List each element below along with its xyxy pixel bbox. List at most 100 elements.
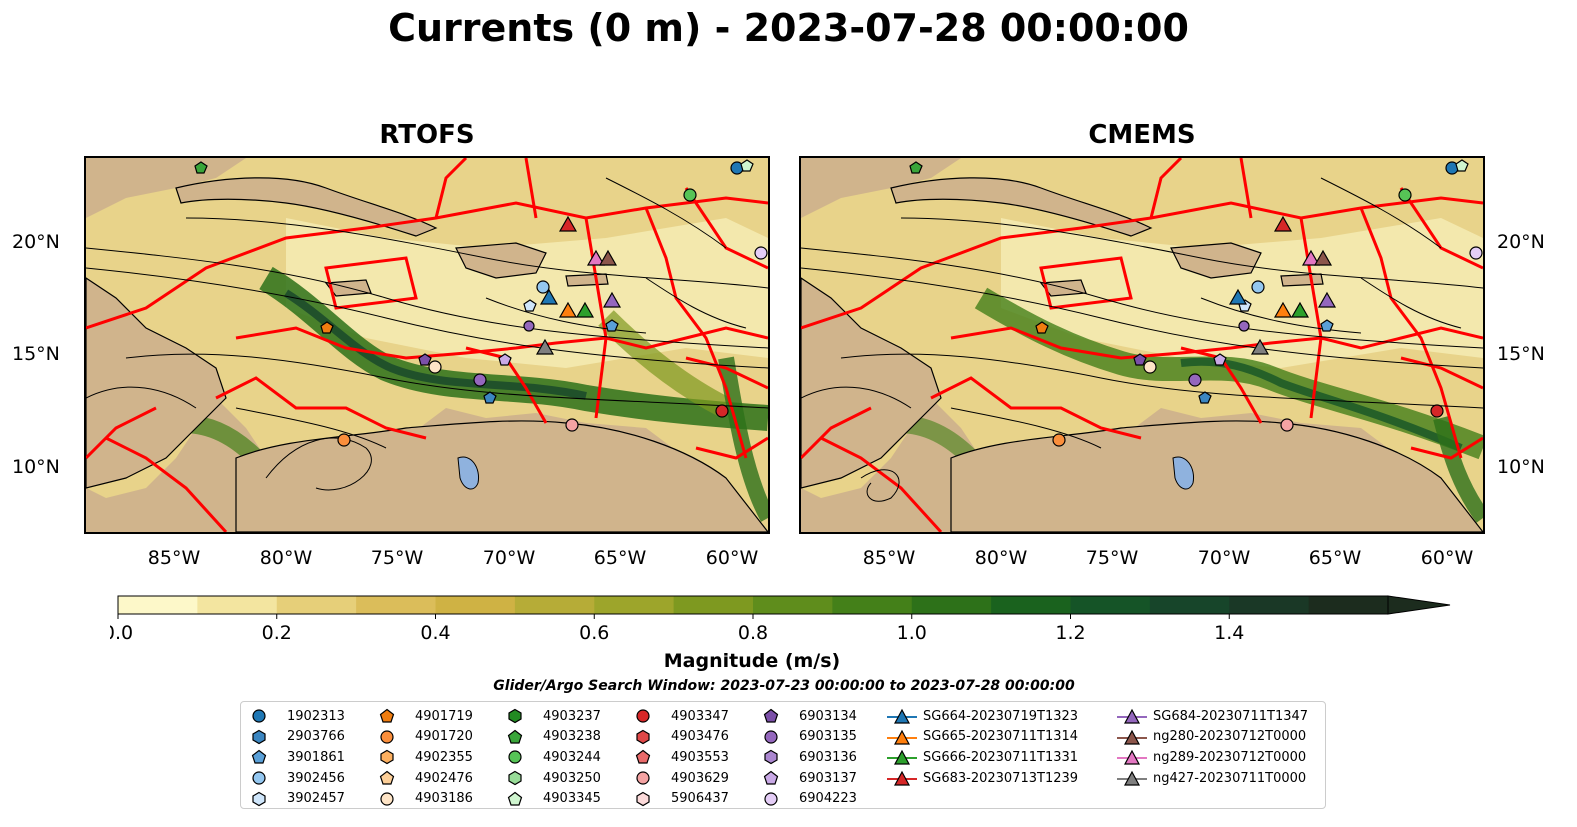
legend-item-label: 3902456	[287, 770, 345, 786]
legend-item-label: 4903347	[671, 708, 729, 724]
panel-title-rtofs: RTOFS	[379, 120, 475, 150]
triangle-marker-icon	[887, 750, 917, 766]
legend-item-label: 1902313	[287, 708, 345, 724]
legend-item: 4903476	[635, 727, 729, 748]
x-tick-label-left: 65°W	[593, 547, 647, 569]
hexagon-marker-icon	[764, 750, 778, 765]
legend-item-label: 6903135	[799, 729, 857, 745]
x-tick-label-right: 60°W	[1420, 547, 1474, 569]
legend-item-label: SG683-20230713T1239	[923, 770, 1079, 786]
x-tick-label-left: 75°W	[370, 547, 424, 569]
colorbar-segment	[197, 596, 278, 614]
legend-item: 3902457	[251, 788, 345, 809]
legend-item-label: 4903186	[415, 791, 473, 807]
colorbar-segment	[1229, 596, 1310, 614]
legend-item-label: SG665-20230711T1314	[923, 729, 1079, 745]
colorbar-tick-label: 1.2	[1055, 622, 1085, 640]
legend-item: SG665-20230711T1314	[887, 727, 1078, 748]
pentagon-marker-icon	[379, 709, 395, 723]
legend-item-label: 4903345	[543, 791, 601, 807]
colorbar-segment	[832, 596, 913, 614]
legend-item: 6903137	[763, 768, 857, 789]
colorbar-tick-label: 0.4	[420, 622, 450, 640]
central-america-land	[86, 277, 227, 489]
legend-column: 4903347 4903476 4903553 4903629 5906437	[635, 706, 729, 809]
legend-column: 6903134 6903135 6903136 6903137 6904223	[763, 706, 857, 809]
pentagon-marker-icon	[507, 791, 523, 806]
legend-item-label: 4902476	[415, 770, 473, 786]
hexagon-marker-icon	[252, 791, 266, 806]
legend-item: 4903553	[635, 747, 729, 768]
legend-item: 4903186	[379, 788, 473, 809]
colorbar-tick-label: 0.0	[110, 622, 133, 640]
legend-item-label: 4903629	[671, 770, 729, 786]
triangle-marker-icon	[1117, 770, 1147, 786]
circle-marker-icon	[380, 730, 394, 744]
legend-item: ng289-20230712T0000	[1117, 747, 1308, 768]
legend-item: 4903347	[635, 706, 729, 727]
colorbar-segment	[1308, 596, 1389, 614]
colorbar-segment	[1149, 596, 1230, 614]
map-cmems-canvas	[801, 158, 1483, 532]
panel-title-cmems: CMEMS	[1088, 120, 1196, 150]
cuba-land	[890, 177, 1153, 237]
pentagon-marker-icon	[379, 770, 395, 785]
x-tick-label-left: 60°W	[705, 547, 759, 569]
search-window-text: Glider/Argo Search Window: 2023-07-23 00…	[493, 678, 1075, 694]
colorbar-segment	[118, 596, 198, 614]
pentagon-marker-icon	[763, 709, 779, 723]
legend-item: ng280-20230712T0000	[1117, 727, 1308, 748]
triangle-marker-icon	[1117, 729, 1147, 745]
circle-marker-icon	[636, 709, 650, 723]
legend-item: 4903237	[507, 706, 601, 727]
legend-item-label: ng280-20230712T0000	[1153, 729, 1307, 745]
legend-item-label: 5906437	[671, 791, 729, 807]
legend-item-label: SG684-20230711T1347	[1153, 708, 1309, 724]
legend-item-label: 4903244	[543, 749, 601, 765]
current-core-dark	[283, 289, 587, 400]
pentagon-marker-icon	[763, 770, 779, 785]
y-tick-label-left: 15°N	[12, 343, 60, 365]
legend-item: 4903629	[635, 768, 729, 789]
legend-item: SG683-20230713T1239	[887, 768, 1078, 789]
hexagon-marker-icon	[380, 750, 394, 765]
legend-item-label: 4903476	[671, 729, 729, 745]
eez-boundaries	[801, 158, 1483, 532]
x-tick-label-left: 85°W	[147, 547, 201, 569]
colorbar-segment	[514, 596, 595, 614]
colorbar-segment	[1070, 596, 1151, 614]
streamlines	[801, 177, 1483, 502]
legend-item: 2903766	[251, 727, 345, 748]
legend-item-label: 4901720	[415, 729, 473, 745]
legend-item: 4902476	[379, 768, 473, 789]
legend-item: 4903244	[507, 747, 601, 768]
triangle-marker-icon	[887, 770, 917, 786]
legend: 1902313 2903766 3901861 3902456 3902457 49017…	[240, 701, 1326, 809]
hexagon-marker-icon	[508, 709, 522, 724]
colorbar-tick-label: 0.8	[738, 622, 768, 640]
legend-item: 3901861	[251, 747, 345, 768]
colorbar-segment	[594, 596, 675, 614]
hexagon-marker-icon	[636, 791, 650, 806]
puerto-rico-land	[565, 273, 609, 287]
legend-item: 4901720	[379, 727, 473, 748]
legend-item: 6903136	[763, 747, 857, 768]
legend-item-label: 2903766	[287, 729, 345, 745]
map-panel-cmems	[799, 156, 1485, 534]
current-green	[598, 310, 731, 418]
circle-marker-icon	[764, 792, 778, 806]
central-america-land	[801, 277, 942, 489]
legend-item-label: 4903238	[543, 729, 601, 745]
legend-item: 4901719	[379, 706, 473, 727]
colorbar-segment	[911, 596, 992, 614]
lake-maracaibo	[1172, 456, 1195, 490]
float-markers	[909, 159, 1483, 447]
circle-marker-icon	[252, 771, 266, 785]
legend-item: 4903250	[507, 768, 601, 789]
float-markers	[194, 159, 768, 447]
circle-marker-icon	[380, 792, 394, 806]
circle-marker-icon	[252, 709, 266, 723]
legend-item: 4903345	[507, 788, 601, 809]
legend-item-label: 4902355	[415, 749, 473, 765]
lake-maracaibo	[457, 456, 480, 490]
